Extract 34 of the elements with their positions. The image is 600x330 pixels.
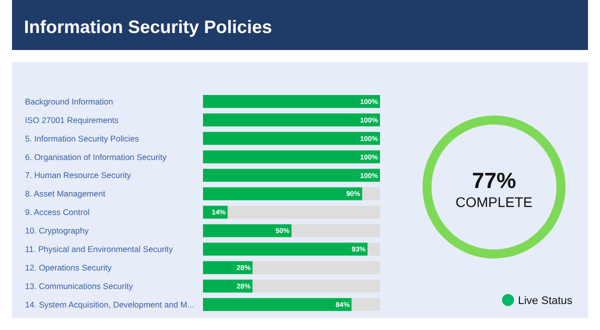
bar	[203, 95, 380, 108]
bar	[203, 168, 380, 182]
bar	[203, 242, 368, 256]
bar	[203, 187, 362, 200]
bar	[203, 132, 380, 145]
bar	[292, 224, 380, 238]
y-tick-label: 9. Access Control	[25, 207, 90, 218]
y-tick-label: 5. Information Security Policies	[25, 133, 139, 144]
y-tick-label: 10. Cryptography	[25, 226, 90, 236]
bar	[228, 206, 380, 219]
bar	[368, 242, 380, 256]
bar	[362, 187, 380, 200]
bar	[352, 298, 380, 311]
y-tick-label: ISO 27001 Requirements	[25, 114, 119, 125]
bar	[203, 261, 253, 274]
bar	[203, 113, 380, 126]
y-tick-label: Background Information	[25, 96, 114, 106]
bar	[252, 280, 380, 293]
y-tick-label: 8. Asset Management	[25, 188, 106, 199]
y-tick-label: 12. Operations Security	[25, 262, 113, 273]
text: 77%	[472, 168, 516, 193]
text: Live Status	[518, 295, 573, 307]
bar	[203, 150, 380, 164]
y-tick-label: 6. Organisation of Information Security	[25, 152, 168, 162]
bar	[203, 298, 352, 311]
bar	[252, 261, 380, 274]
text: COMPLETE	[455, 194, 533, 210]
bar	[203, 224, 292, 238]
chart-title: Information Security Policies	[24, 17, 272, 37]
y-tick-label: 13. Communications Security	[25, 280, 134, 291]
y-tick-label: 7. Human Resource Security	[25, 170, 132, 180]
bar	[203, 280, 253, 293]
y-tick-label: 11. Physical and Environmental Security	[25, 244, 174, 254]
y-tick-label: 14. System Acquisition, Development and M...	[25, 299, 194, 310]
